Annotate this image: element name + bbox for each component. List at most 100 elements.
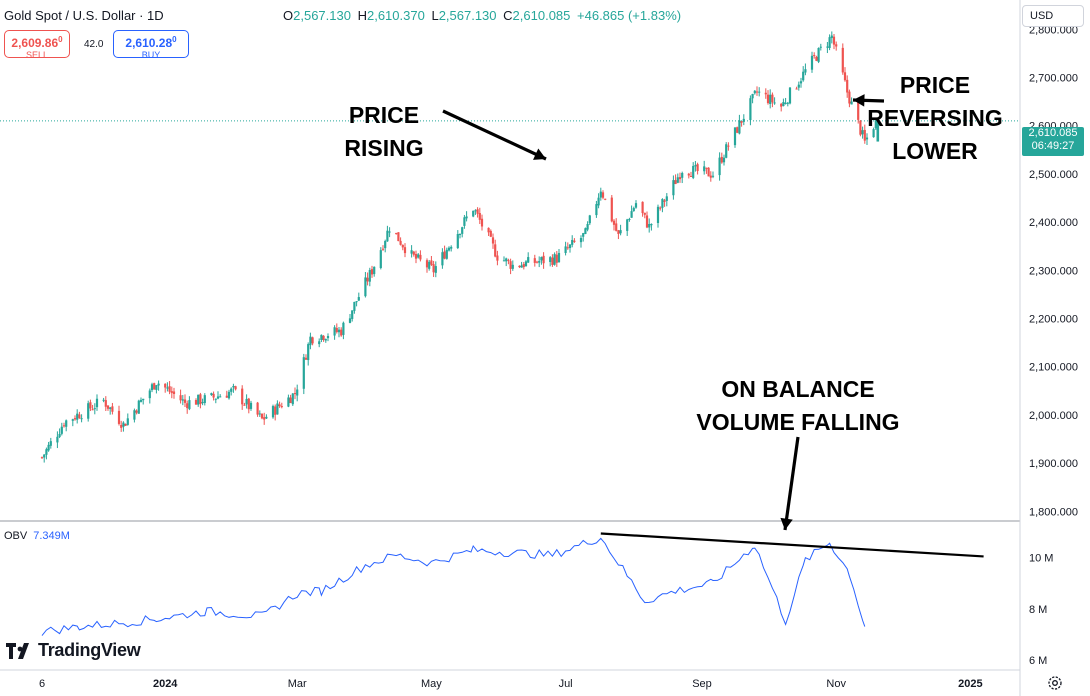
candle-body	[381, 248, 385, 250]
buy-label: BUY	[141, 50, 161, 60]
indicator-legend[interactable]: OBV 7.349M	[4, 530, 70, 542]
annotations: PRICE RISING PRICE REVERSING LOWER ON BALANCE…	[344, 72, 1003, 531]
candle-body	[489, 230, 492, 237]
candle-body	[302, 357, 305, 389]
candle-body	[76, 413, 79, 420]
candle-body	[232, 385, 235, 388]
candle-body	[216, 396, 220, 399]
candle-body	[379, 250, 382, 269]
candle-body	[137, 400, 140, 414]
candle-body	[355, 301, 358, 303]
candle-body	[425, 260, 429, 268]
candle-body	[632, 208, 635, 211]
candle-body	[476, 209, 479, 214]
candlestick-series[interactable]	[40, 31, 880, 463]
candle-body	[643, 212, 646, 215]
candle-body	[832, 36, 836, 45]
candle-body	[65, 420, 68, 427]
candle-body	[335, 327, 338, 333]
candle-body	[524, 261, 528, 267]
obv-axis[interactable]: 10 M 8 M 6 M	[1029, 553, 1053, 667]
candle-body	[60, 426, 63, 434]
price-rising-arrow-head	[533, 148, 546, 160]
tradingview-logo-icon	[6, 642, 29, 659]
sell-price-sup: 0	[58, 35, 63, 44]
obv-falling-annotation: VOLUME FALLING	[696, 409, 899, 435]
time-axis[interactable]: 6 2024 Mar May Jul Sep Nov 2025	[39, 678, 983, 690]
currency-select[interactable]: USD	[1022, 5, 1084, 27]
candle-body	[813, 55, 816, 57]
candle-body	[430, 260, 433, 265]
candle-body	[153, 383, 156, 390]
price-axis[interactable]: 2,800.0002,700.0002,600.0002,500.0002,40…	[1029, 24, 1078, 518]
candle-body	[465, 216, 468, 219]
candle-body	[533, 258, 536, 263]
candle-body	[166, 387, 169, 389]
candle-body	[384, 241, 387, 249]
candle-body	[571, 239, 574, 245]
candle-body	[672, 180, 675, 196]
price-tick-label: 1,800.000	[1029, 506, 1078, 518]
buy-button[interactable]: 2,610.280 BUY	[113, 30, 189, 60]
price-tick-label: 1,900.000	[1029, 458, 1078, 470]
candle-body	[234, 386, 237, 390]
candle-body	[95, 398, 99, 408]
candle-body	[758, 91, 761, 93]
candle-body	[258, 413, 261, 415]
candle-body	[80, 418, 83, 420]
candle-body	[751, 93, 754, 99]
price-rising-arrow-shaft	[442, 109, 547, 161]
candle-body	[656, 206, 660, 224]
candle-body	[872, 129, 875, 138]
candle-body	[610, 197, 613, 222]
candle-body	[535, 261, 539, 263]
candle-body	[148, 390, 151, 399]
candle-body	[324, 339, 327, 341]
price-tick-label: 2,400.000	[1029, 217, 1078, 229]
indicator-value: 7.349M	[33, 530, 70, 542]
candle-body	[736, 127, 739, 133]
time-tick-label: Mar	[288, 678, 307, 690]
candle-body	[579, 238, 583, 243]
candle-body	[45, 449, 48, 455]
obv-falling-arrow-shaft	[783, 436, 800, 531]
candle-body	[841, 47, 844, 73]
candle-body	[659, 207, 662, 209]
candle-body	[705, 167, 708, 169]
candle-body	[322, 335, 325, 340]
price-tick-label: 2,700.000	[1029, 72, 1078, 84]
candle-body	[740, 121, 743, 123]
candle-body	[87, 403, 90, 419]
settings-gear-icon[interactable]	[1046, 674, 1064, 692]
candle-body	[403, 247, 407, 254]
high-value: 2,610.370	[366, 8, 425, 23]
symbol-title[interactable]: Gold Spot / U.S. Dollar · 1D	[4, 8, 164, 23]
candle-body	[197, 394, 200, 405]
current-price-tag: 2,610.085 06:49:27	[1022, 127, 1084, 156]
candle-body	[725, 144, 728, 158]
obv-pane[interactable]	[41, 532, 984, 636]
candle-body	[412, 251, 415, 255]
candle-body	[617, 230, 620, 234]
time-tick-label: Jul	[559, 678, 573, 690]
candle-body	[692, 165, 695, 178]
candle-body	[720, 156, 723, 163]
candle-body	[126, 418, 129, 425]
sell-button[interactable]: 2,609.860 SELL	[4, 30, 70, 60]
candle-body	[289, 397, 292, 404]
candle-body	[491, 237, 495, 244]
candle-body	[505, 258, 508, 262]
candle-body	[865, 137, 869, 140]
time-tick-label: Sep	[692, 678, 712, 690]
sell-price: 2,609.86	[11, 36, 59, 50]
tradingview-logo[interactable]: TradingView	[6, 640, 141, 661]
candle-body	[703, 166, 706, 172]
candle-body	[694, 165, 697, 167]
candle-body	[135, 410, 138, 413]
candle-body	[399, 240, 402, 245]
candle-body	[230, 388, 233, 392]
candle-body	[201, 402, 204, 404]
price-tick-label: 2,100.000	[1029, 362, 1078, 374]
candle-body	[179, 395, 182, 401]
